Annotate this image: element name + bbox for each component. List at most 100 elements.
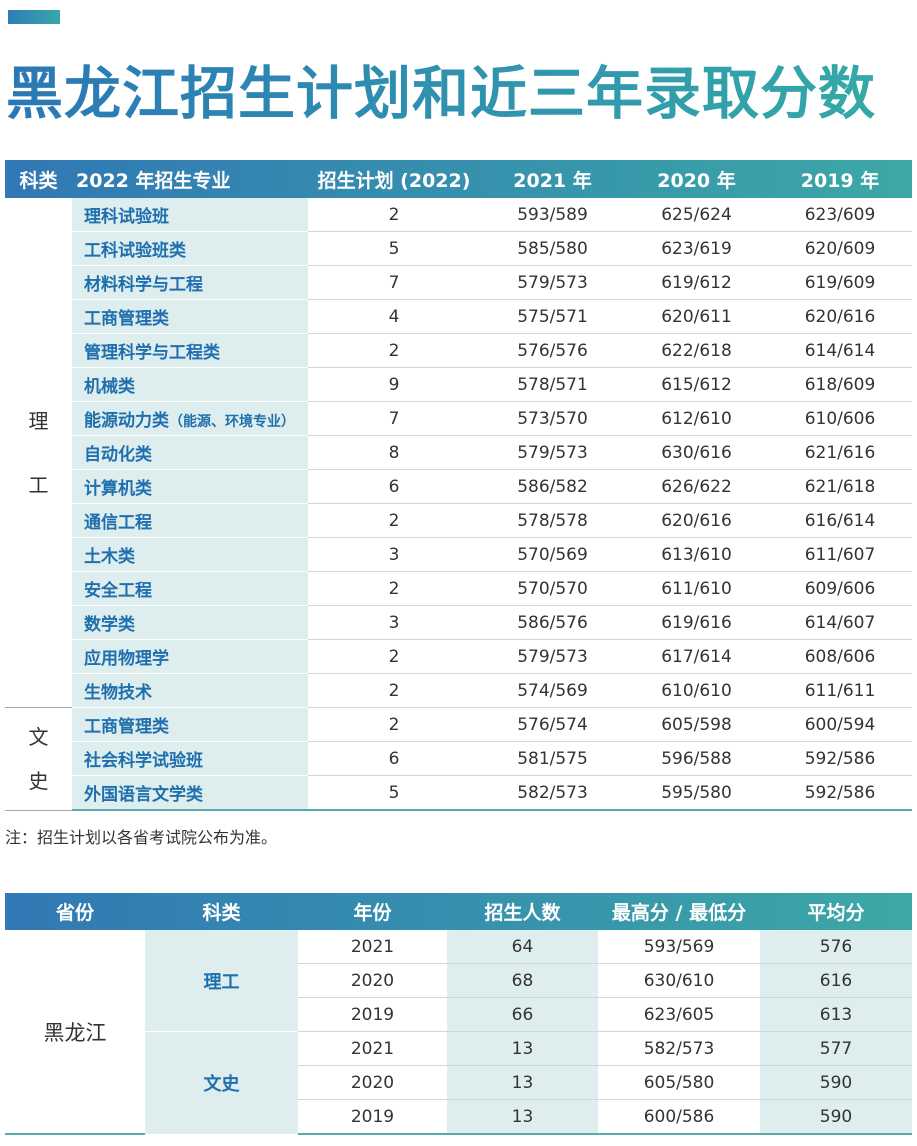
cell: 586/576	[480, 605, 625, 640]
column-header: 省份	[55, 902, 94, 924]
major-cell: 外国语言文学类	[72, 775, 308, 811]
cell: 13	[447, 1099, 598, 1135]
group-cell: 理工	[5, 198, 72, 708]
cell: 625/624	[625, 198, 768, 232]
score-table: 科类 2022 年招生专业 招生计划 (2022) 2021 年 2020 年 2019 …	[5, 160, 912, 811]
cell: 605/580	[598, 1065, 760, 1100]
cell: 620/611	[625, 299, 768, 334]
cell: 616/614	[768, 503, 912, 538]
column-header: 年份	[353, 902, 392, 924]
major-name: 生物技术	[84, 683, 152, 703]
cell: 582/573	[480, 775, 625, 811]
major-cell: 机械类	[72, 367, 308, 402]
cell: 619/609	[768, 265, 912, 300]
major-cell: 管理科学与工程类	[72, 333, 308, 368]
cell: 592/586	[768, 775, 912, 811]
cell: 7	[308, 401, 480, 436]
column-header: 2019 年	[800, 169, 880, 192]
cell: 579/573	[480, 639, 625, 674]
major-cell: 工科试验班类	[72, 231, 308, 266]
major-name: 工商管理类	[84, 717, 169, 737]
major-cell: 社会科学试验班	[72, 741, 308, 776]
cell: 618/609	[768, 367, 912, 402]
cell: 610/610	[625, 673, 768, 708]
cell: 613/610	[625, 537, 768, 572]
cell: 2020	[298, 1065, 447, 1100]
major-cell: 工商管理类	[72, 707, 308, 742]
major-name: 应用物理学	[84, 649, 169, 669]
table-row: 材料科学与工程 7 579/573 619/612 619/609	[5, 265, 912, 300]
table-row: 文史 工商管理类 2 576/574 605/598 600/594	[5, 707, 912, 811]
major-cell: 能源动力类（能源、环境专业）	[72, 401, 308, 436]
cell: 614/607	[768, 605, 912, 640]
cell: 2020	[298, 963, 447, 998]
column-header: 科类	[19, 169, 58, 192]
cell: 600/594	[768, 707, 912, 742]
major-cell: 工商管理类	[72, 299, 308, 334]
cell: 623/605	[598, 997, 760, 1032]
major-cell: 材料科学与工程	[72, 265, 308, 300]
column-header: 平均分	[807, 902, 865, 924]
cell: 5	[308, 775, 480, 811]
cell: 2	[308, 673, 480, 708]
cell: 611/607	[768, 537, 912, 572]
column-header: 招生人数	[484, 902, 561, 924]
major-cell: 计算机类	[72, 469, 308, 504]
major-cell: 安全工程	[72, 571, 308, 606]
major-cell: 生物技术	[72, 673, 308, 708]
cell: 13	[447, 1065, 598, 1100]
cell: 9	[308, 367, 480, 402]
cell: 620/616	[625, 503, 768, 538]
group-cell: 文史	[5, 707, 72, 811]
table-row: 2019 13 600/586 590	[5, 1099, 912, 1135]
cell: 570/570	[480, 571, 625, 606]
major-cell: 数学类	[72, 605, 308, 640]
major-cell: 理科试验班	[72, 198, 308, 232]
table-row: 理工 理科试验班 2 593/589 625/624 623/609	[5, 198, 912, 708]
table-row: 2020 13 605/580 590	[5, 1065, 912, 1100]
major-name: 安全工程	[84, 581, 152, 601]
major-name: 工科试验班类	[84, 241, 186, 261]
cell: 619/612	[625, 265, 768, 300]
major-name: 机械类	[84, 377, 135, 397]
column-header: 2021 年	[513, 169, 592, 192]
cell: 600/586	[598, 1099, 760, 1135]
cell: 596/588	[625, 741, 768, 776]
cell: 6	[308, 741, 480, 776]
cell: 578/578	[480, 503, 625, 538]
cell: 577	[760, 1031, 912, 1066]
cell: 590	[760, 1099, 912, 1135]
cell: 592/586	[768, 741, 912, 776]
table-row: 数学类 3 586/576 619/616 614/607	[5, 605, 912, 640]
cell: 570/569	[480, 537, 625, 572]
cell: 621/616	[768, 435, 912, 470]
table-row: 安全工程 2 570/570 611/610 609/606	[5, 571, 912, 606]
major-cell: 通信工程	[72, 503, 308, 538]
cell: 6	[308, 469, 480, 504]
column-header: 最高分 / 最低分	[611, 902, 747, 924]
cell: 617/614	[625, 639, 768, 674]
major-name: 能源动力类	[84, 411, 169, 431]
major-name: 理科试验班	[84, 207, 169, 227]
cell: 8	[308, 435, 480, 470]
major-name: 社会科学试验班	[84, 751, 203, 771]
cell: 3	[308, 605, 480, 640]
cell: 2	[308, 571, 480, 606]
cell: 622/618	[625, 333, 768, 368]
cell: 615/612	[625, 367, 768, 402]
cell: 574/569	[480, 673, 625, 708]
cell: 2	[308, 198, 480, 232]
cell: 2	[308, 333, 480, 368]
cell: 2	[308, 707, 480, 742]
province-cell: 黑龙江	[5, 930, 145, 1135]
table-row: 机械类 9 578/571 615/612 618/609	[5, 367, 912, 402]
cell: 623/619	[625, 231, 768, 266]
table-row: 能源动力类（能源、环境专业） 7 573/570 612/610 610/606	[5, 401, 912, 436]
cell: 2019	[298, 1099, 447, 1135]
table-row: 土木类 3 570/569 613/610 611/607	[5, 537, 912, 572]
title: 黑龙江招生计划和近三年录取分数	[6, 48, 876, 130]
table-row: 社会科学试验班 6 581/575 596/588 592/586	[5, 741, 912, 776]
cell: 576	[760, 930, 912, 964]
cell: 609/606	[768, 571, 912, 606]
note: 注：招生计划以各省考试院公布为准。	[5, 828, 278, 847]
